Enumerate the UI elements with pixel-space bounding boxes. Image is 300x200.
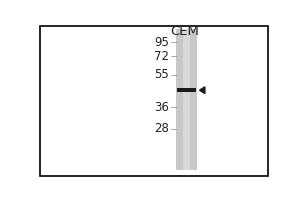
Text: CEM: CEM	[171, 25, 200, 38]
Text: 28: 28	[154, 122, 169, 135]
Text: 95: 95	[154, 36, 169, 49]
Text: 55: 55	[154, 68, 169, 81]
Text: 72: 72	[154, 50, 169, 63]
Polygon shape	[200, 87, 205, 94]
Bar	[176, 29, 197, 170]
Text: 36: 36	[154, 101, 169, 114]
Bar	[182, 29, 190, 170]
Bar	[177, 88, 196, 92]
